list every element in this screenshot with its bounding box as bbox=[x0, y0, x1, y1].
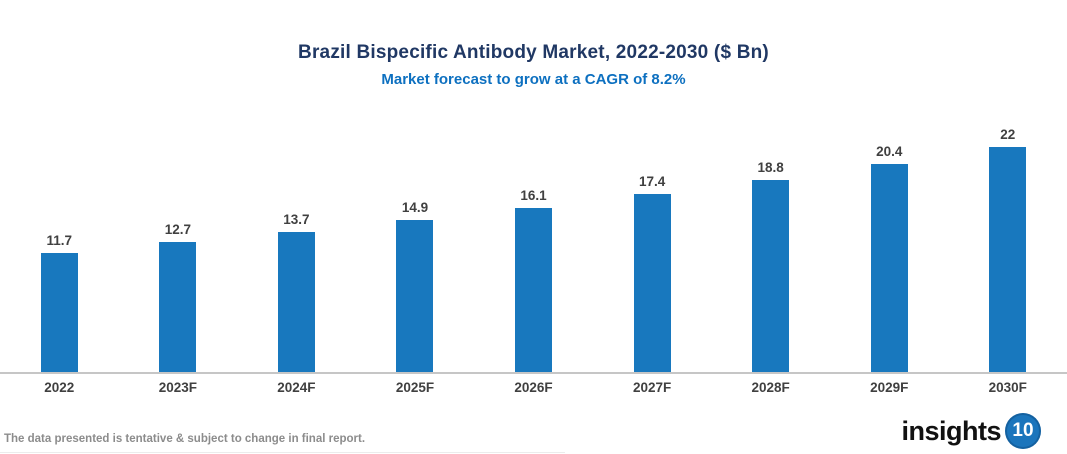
x-axis-label: 2026F bbox=[514, 380, 553, 395]
bar-value-label: 14.9 bbox=[401, 199, 429, 215]
bar-value-label: 16.1 bbox=[520, 187, 547, 203]
chart-title: Brazil Bispecific Antibody Market, 2022-… bbox=[298, 42, 769, 63]
bar bbox=[40, 252, 78, 372]
bar-column: 18.8 bbox=[711, 160, 830, 372]
chart-subtitle: Market forecast to grow at a CAGR of 8.2… bbox=[381, 71, 686, 88]
bars-row: 11.7 12.7 13.7 14.9 16.1 17.4 18.8 20.4 22 bbox=[0, 127, 1067, 374]
bar-value-label: 17.4 bbox=[638, 174, 666, 190]
bar-value-label: 13.7 bbox=[283, 212, 310, 228]
x-axis-label: 2027F bbox=[632, 380, 672, 395]
disclaimer-text: The data presented is tentative & subjec… bbox=[4, 433, 366, 445]
bar-column: 22 bbox=[949, 127, 1067, 372]
bar bbox=[633, 194, 671, 372]
bar-column: 16.1 bbox=[474, 188, 593, 372]
bar-column: 13.7 bbox=[237, 212, 356, 372]
bar-column: 12.7 bbox=[119, 222, 238, 372]
bar-value-label: 11.7 bbox=[46, 232, 73, 248]
x-axis-label: 2024F bbox=[277, 380, 316, 395]
bar-value-label: 22 bbox=[1000, 127, 1016, 143]
x-axis-label: 2022 bbox=[44, 380, 75, 395]
bar bbox=[396, 219, 434, 372]
x-axis-label: 2025F bbox=[395, 380, 435, 395]
bar-column: 14.9 bbox=[356, 200, 475, 372]
bar bbox=[515, 207, 553, 372]
bar bbox=[159, 242, 197, 372]
x-axis-labels-row: 2022 2023F 2024F 2025F 2026F 2027F 2028F 2029F 2… bbox=[0, 374, 1067, 395]
bar bbox=[277, 232, 315, 372]
bar-column: 11.7 bbox=[0, 233, 119, 372]
logo-text: insights bbox=[901, 415, 1001, 446]
bar bbox=[752, 180, 790, 372]
logo-badge: 10 bbox=[1005, 413, 1041, 449]
bottom-hairline bbox=[0, 452, 565, 453]
x-axis-label: 2028F bbox=[751, 380, 790, 395]
x-axis-label: 2029F bbox=[870, 380, 909, 395]
bar-value-label: 20.4 bbox=[876, 143, 903, 159]
insights10-logo: insights 10 bbox=[901, 413, 1041, 449]
bar-value-label: 18.8 bbox=[757, 160, 784, 176]
bar-value-label: 12.7 bbox=[164, 222, 191, 238]
bar-chart: 11.7 12.7 13.7 14.9 16.1 17.4 18.8 20.4 22 2022 2… bbox=[0, 127, 1067, 395]
bar-column: 20.4 bbox=[830, 144, 949, 372]
bar bbox=[989, 147, 1027, 372]
bar bbox=[870, 163, 908, 372]
x-axis-label: 2023F bbox=[158, 380, 197, 395]
x-axis-label: 2030F bbox=[988, 380, 1027, 395]
bar-column: 17.4 bbox=[593, 174, 712, 372]
